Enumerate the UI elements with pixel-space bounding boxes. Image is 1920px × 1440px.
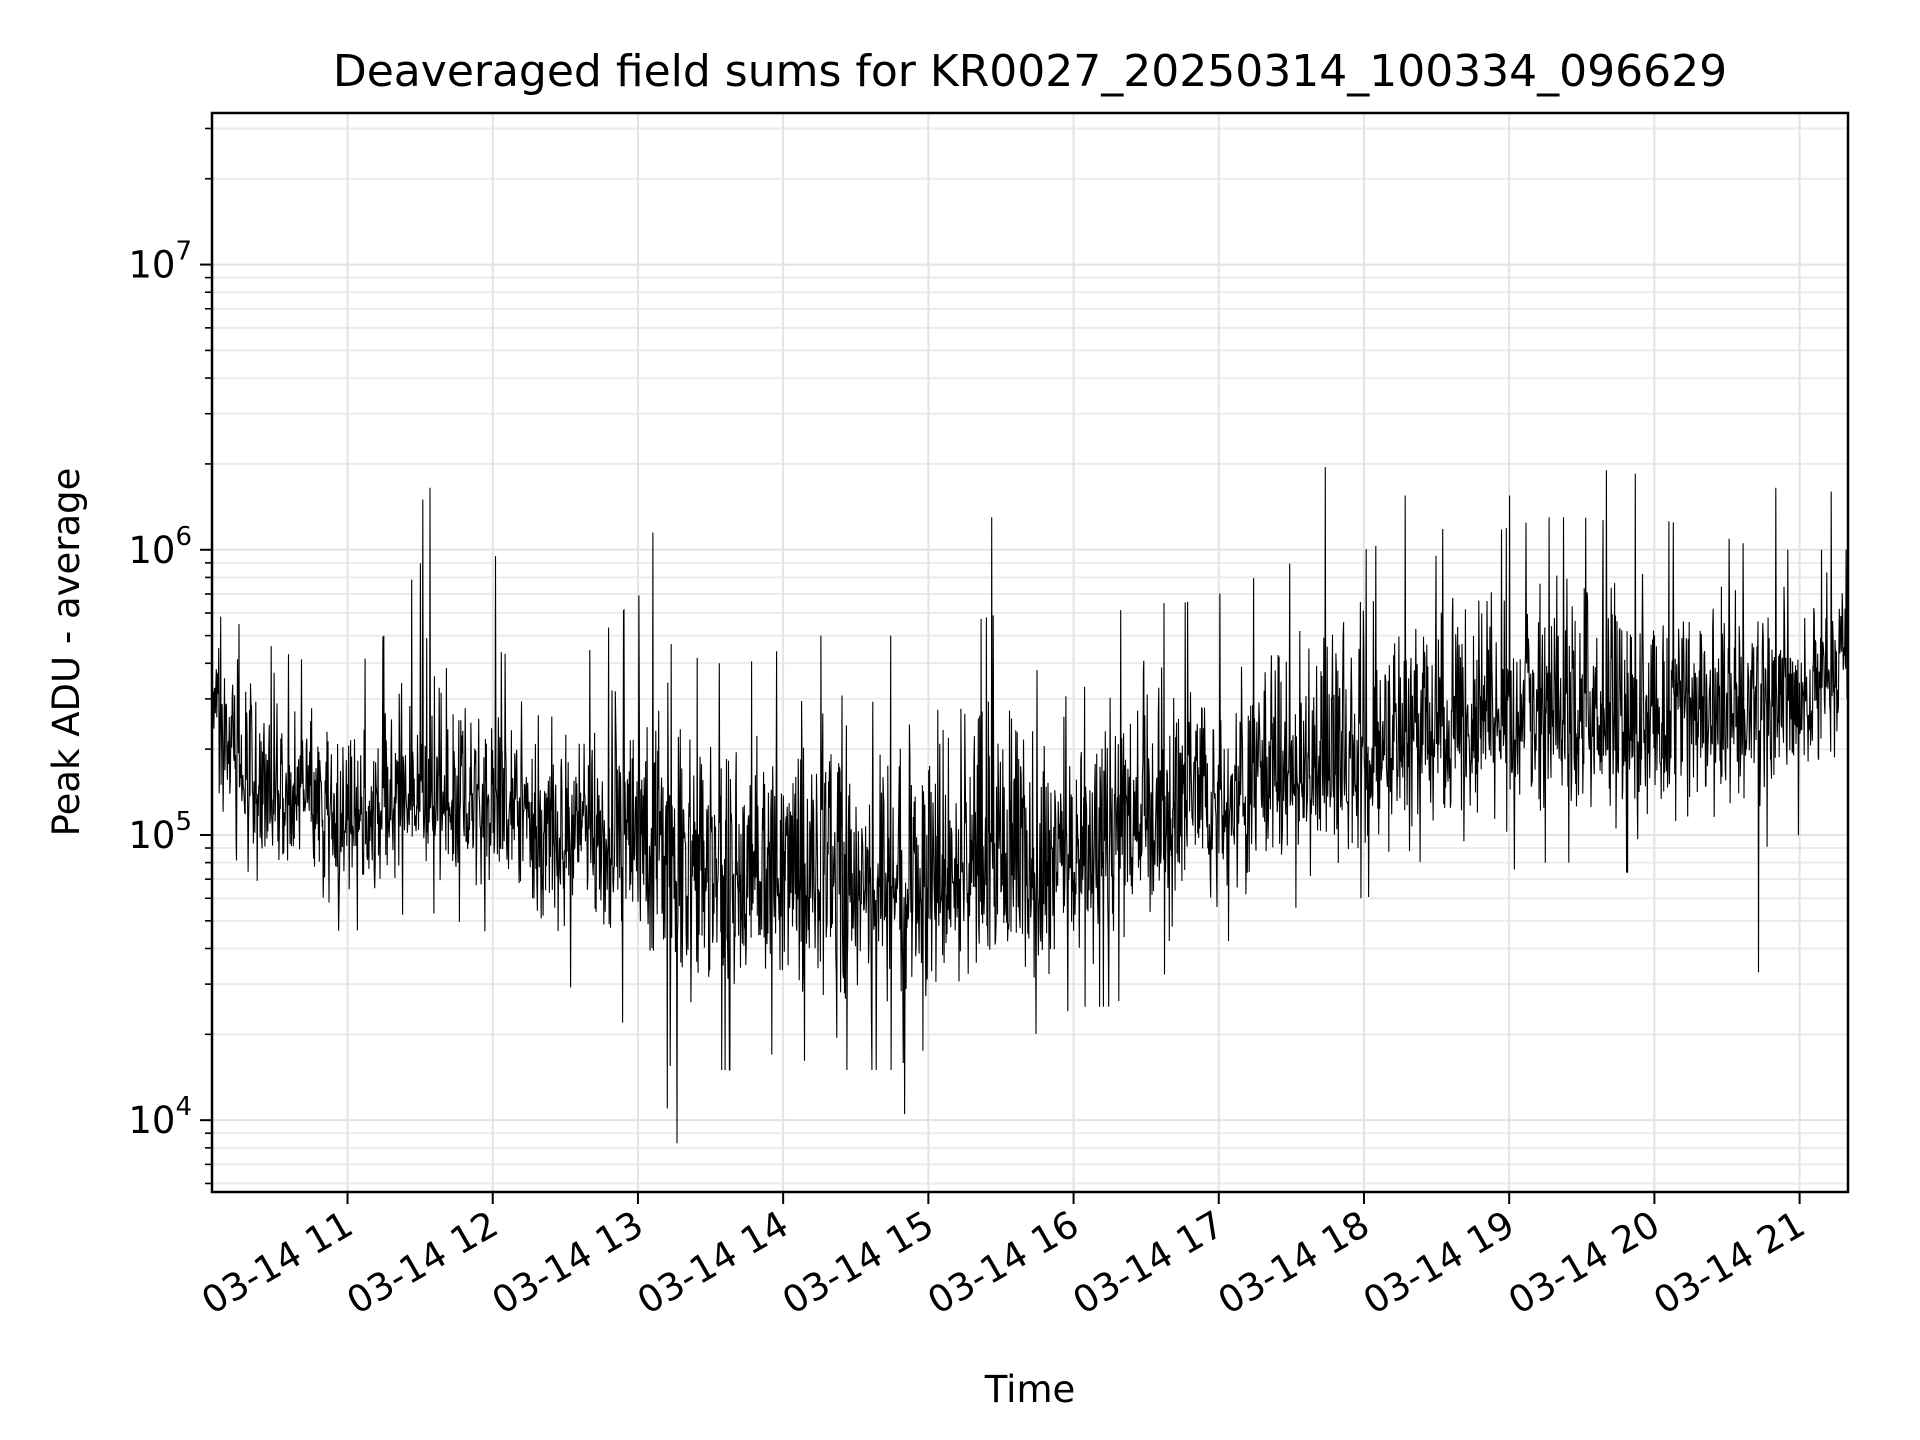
x-tick-label: 03-14 14 xyxy=(630,1203,796,1323)
y-tick-exponent: 5 xyxy=(175,807,192,837)
y-tick-exponent: 7 xyxy=(175,237,192,267)
y-tick-exponent: 6 xyxy=(175,522,192,552)
series-0-line xyxy=(211,467,1849,1144)
y-tick-label: 105 xyxy=(128,807,192,857)
y-axis-label: Peak ADU - average xyxy=(45,468,88,837)
x-tick-label: 03-14 16 xyxy=(920,1203,1086,1323)
x-tick-label: 03-14 12 xyxy=(340,1203,506,1323)
x-tick-label: 03-14 13 xyxy=(485,1203,651,1323)
y-tick-base: 10 xyxy=(128,529,175,572)
x-tick-label: 03-14 18 xyxy=(1211,1203,1377,1323)
y-tick-label: 104 xyxy=(128,1092,192,1142)
x-tick-label: 03-14 19 xyxy=(1356,1203,1522,1323)
x-tick-label: 03-14 17 xyxy=(1066,1203,1232,1323)
series-line xyxy=(211,467,1849,1144)
y-tick-label: 107 xyxy=(128,237,192,287)
x-tick-label: 03-14 20 xyxy=(1501,1203,1667,1323)
y-tick-base: 10 xyxy=(128,814,175,857)
chart-title: Deaveraged field sums for KR0027_2025031… xyxy=(333,46,1727,97)
y-tick-label: 106 xyxy=(128,522,192,572)
x-axis-label: Time xyxy=(984,1368,1076,1411)
y-tick-base: 10 xyxy=(128,1099,175,1142)
y-tick-base: 10 xyxy=(128,244,175,287)
y-tick-exponent: 4 xyxy=(175,1092,192,1122)
plot-frame xyxy=(210,111,1850,1194)
axis-ticks xyxy=(200,127,1801,1204)
x-tick-label: 03-14 15 xyxy=(775,1203,941,1323)
x-tick-label: 03-14 21 xyxy=(1647,1203,1813,1323)
x-tick-label: 03-14 11 xyxy=(194,1203,360,1323)
